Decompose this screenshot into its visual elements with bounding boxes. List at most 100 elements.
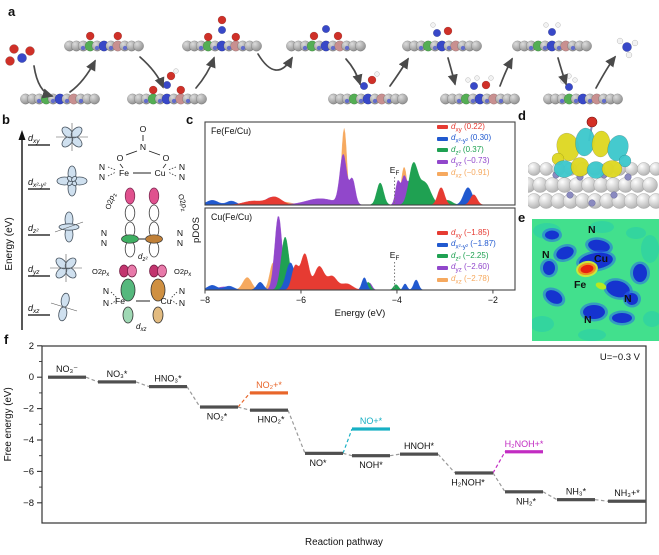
n-dopant-atom [498,98,504,104]
legend-swatch [437,136,448,141]
atom-o [166,71,176,81]
level-label: NH₃+* [614,488,640,498]
atom-n [321,24,331,34]
o-atom-label: O [140,124,147,134]
n-dopant-atom [484,98,490,104]
legend-text: dxz (−2.78) [451,273,490,286]
energy-level-NO [352,427,390,431]
pdos-pdos_cu: EF Cu(Fe/Cu) [204,207,516,291]
legend-entry-dyz: dyz (−0.73) [437,156,491,168]
n-dopant-atom [240,45,246,51]
o-atom [586,116,598,128]
bond [119,163,124,169]
atom-n [547,27,557,37]
atom-o [9,44,19,54]
legend-swatch [437,160,448,165]
x-axis-label: Reaction pathway [305,537,383,548]
atom-o [481,80,491,90]
energy-level-NH [608,499,646,503]
n-dopant-atom [556,45,562,51]
n-dopant-atom [80,45,86,51]
orbital-level-label: dx²-y² [28,177,47,189]
cu-spot-core [580,264,594,274]
level-label: NO₃⁻ [56,364,78,374]
legend-swatch [437,148,448,153]
pathway-connector [342,428,353,454]
contour-teal [578,329,606,341]
ligand-n-label: N [101,238,107,248]
plot-frame [204,121,516,206]
energy-level-NH [505,490,543,494]
o2pz-label: O2pz [103,191,119,211]
orbital-lobe [58,306,68,322]
atom-h [488,75,494,81]
legend-text: dz² (−2.25) [451,250,489,263]
plot-frame [204,207,516,291]
fe-label: Fe [119,168,129,178]
orbital-glyph-dxz [50,292,78,322]
atom-h [625,51,633,59]
orbital-glyph-dz2 [54,211,84,243]
pathway-connector [437,453,456,474]
ligand-n-label: N [103,286,109,296]
atom-n [162,80,172,90]
o2px-label: O2px [174,267,191,278]
panel-label-d: d [518,108,526,123]
n-dopant-atom [316,45,322,51]
atom-n [432,28,442,38]
pathway-connector [85,376,99,383]
atom-o [217,15,227,25]
y-tick-label: 0 [29,372,34,383]
contour-teal [643,311,659,327]
catalyst-slab [328,71,408,105]
n-dopant-atom [344,45,350,51]
n-dopant-atom [470,98,476,104]
ligand-bond [107,171,117,177]
legend-entry-dx²-y²: dx²-y² (0.30) [437,133,492,145]
atom-n [469,81,479,91]
ligand-bond [110,291,118,299]
n-dopant-atom [122,45,128,51]
energy-level-HNOH [505,450,543,454]
contour-blue [543,261,555,275]
atom-n [217,25,227,35]
n-dopant-atom [456,98,462,104]
legend-swatch [437,171,448,176]
panel-label-f: f [4,332,9,347]
contour-blue [588,239,610,253]
o-px-lobe [127,264,137,278]
ligand-bond [110,299,118,305]
bond [148,150,161,156]
energy-axis-label: Energy (eV) [4,217,15,270]
legend-text: dz² (0.37) [451,144,484,157]
atom-o [231,32,241,42]
catalyst-slab [20,93,100,105]
energy-level-NO [250,391,288,395]
reaction-arrow [557,57,568,86]
energy-level-HNO [149,385,187,389]
pathway-connector [342,452,353,457]
catalyst-slab [543,73,623,105]
legend-entry-dxz: dxz (−2.78) [437,274,496,285]
dz2-caption: dz² [138,252,148,263]
atom-n [17,53,27,63]
reaction-arrow [139,56,165,89]
panel-c-pdos: EF Fe(Fe/Cu) EF Cu(Fe/Cu) −8 −6 −4 −2 Energy (eV… [192,116,544,342]
catalyst-slab [182,15,262,52]
n-dopant-atom [64,98,70,104]
panel-d-charge-density [528,116,659,209]
isosurface-blob [607,135,629,161]
legend-text: dx²-y² (0.30) [451,133,492,145]
map-label-fe: Fe [574,279,586,291]
legend-swatch [437,277,448,282]
fermi-label: EF [390,250,400,262]
cu-label: Cu [161,296,172,306]
panel-e-spin-density-map: N N Cu Fe N N [532,219,659,341]
map-label-cu: Cu [594,253,608,265]
reaction-arrow [69,59,96,93]
reaction-arrow [257,53,293,71]
atom-o [443,26,453,36]
metal-dz2-core [121,234,139,244]
legend-entry-dyz: dyz (−2.60) [437,262,496,274]
legend-entry-dx²-y²: dx²-y² (−1.87) [437,239,496,251]
